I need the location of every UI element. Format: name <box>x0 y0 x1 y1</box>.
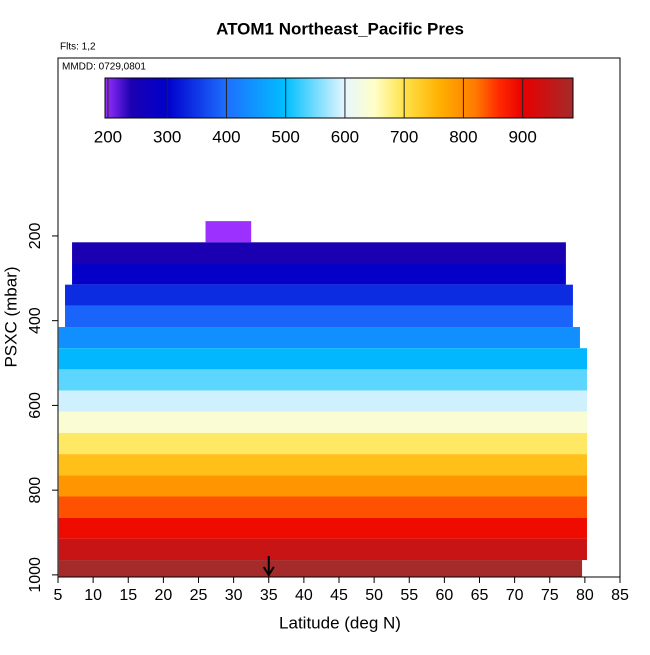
x-tick-label: 80 <box>576 587 594 604</box>
curtain-cell <box>58 538 587 561</box>
x-tick-label: 50 <box>365 587 383 604</box>
curtain-cell <box>65 284 573 306</box>
x-tick-label: 20 <box>154 587 172 604</box>
colorbar-tick-label: 600 <box>331 127 359 146</box>
curtain-cell <box>58 411 587 433</box>
x-tick-label: 45 <box>330 587 348 604</box>
curtain-cell <box>58 369 587 391</box>
colorbar-tick-label: 400 <box>212 127 240 146</box>
curtain-cell <box>65 305 573 328</box>
curtain-cell <box>58 348 587 370</box>
y-axis-label: PSXC (mbar) <box>1 266 20 367</box>
x-tick-label: 25 <box>190 587 208 604</box>
curtain-cell <box>72 263 566 285</box>
curtain-cell <box>58 432 587 455</box>
colorbar-tick-label: 800 <box>449 127 477 146</box>
x-tick-label: 10 <box>84 587 102 604</box>
curtain-cell <box>58 517 587 539</box>
y-tick-label: 800 <box>27 477 44 504</box>
x-tick-label: 15 <box>119 587 137 604</box>
flights-label: Flts: 1,2 <box>60 42 96 53</box>
x-tick-label: 30 <box>225 587 243 604</box>
x-tick-label: 70 <box>506 587 524 604</box>
x-tick-label: 65 <box>471 587 489 604</box>
curtain-cell <box>58 560 583 577</box>
colorbar-tick-label: 900 <box>508 127 536 146</box>
y-tick-label: 400 <box>27 307 44 334</box>
dates-label: MMDD: 0729,0801 <box>62 62 146 73</box>
curtain-cell <box>205 221 252 243</box>
y-tick-label: 1000 <box>27 557 44 593</box>
y-tick-label: 200 <box>27 222 44 249</box>
x-axis-label: Latitude (deg N) <box>279 613 401 632</box>
colorbar-tick-label: 200 <box>94 127 122 146</box>
x-tick-label: 85 <box>611 587 629 604</box>
x-tick-label: 40 <box>295 587 313 604</box>
curtain-cell <box>72 242 566 264</box>
arrow-head <box>262 566 275 577</box>
colorbar <box>104 77 574 119</box>
x-tick-label: 75 <box>541 587 559 604</box>
x-tick-label: 60 <box>435 587 453 604</box>
chart-title: ATOM1 Northeast_Pacific Pres <box>216 19 464 38</box>
y-tick-label: 600 <box>27 392 44 419</box>
curtain-cell <box>58 496 587 518</box>
curtain-cell <box>58 327 580 349</box>
x-tick-label: 55 <box>400 587 418 604</box>
curtain-cell <box>58 475 587 497</box>
curtain-cell <box>58 390 587 412</box>
x-tick-label: 5 <box>54 587 63 604</box>
x-tick-label: 35 <box>260 587 278 604</box>
colorbar-tick-label: 300 <box>153 127 181 146</box>
colorbar-tick-label: 700 <box>390 127 418 146</box>
curtain-cell <box>58 454 587 476</box>
colorbar-tick-label: 500 <box>271 127 299 146</box>
